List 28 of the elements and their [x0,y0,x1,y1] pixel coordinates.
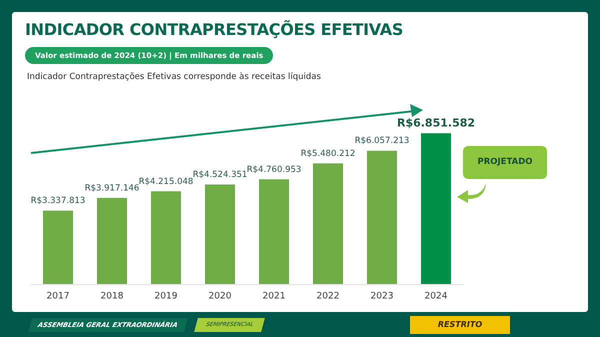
x-tick-label: 2019 [154,292,178,302]
chart-title: INDICADOR CONTRAPRESTAÇÕES EFETIVAS [25,20,404,39]
text: PROJETADO [463,146,547,179]
x-tick-label: 2022 [316,292,340,302]
data-label: R$4.760.953 [246,164,302,175]
x-tick-label: 2017 [46,292,70,302]
text: Indicador Contraprestações Efetivas corresponde às receitas líquidas [27,72,321,82]
x-tick-label: 2023 [370,292,394,302]
x-tick-label: 2024 [424,292,448,302]
data-label: R$3.337.813 [30,196,86,206]
x-tick-label: 2018 [100,292,124,302]
x-tick-label: 2021 [262,292,286,302]
data-label: R$5.480.212 [300,148,356,159]
data-label: R$6.057.213 [354,136,410,146]
text: RESTRITO [410,316,510,334]
bar [43,210,73,284]
data-label: R$4.215.048 [138,176,194,187]
data-label: R$4.524.351 [192,170,248,180]
bar [97,198,127,284]
bar [205,184,235,284]
x-tick-label: 2020 [208,292,232,302]
bar [151,191,181,284]
bar [421,133,451,284]
data-label: R$6.851.582 [396,116,476,130]
bar [313,163,343,284]
bar [367,150,397,284]
bar [259,179,289,284]
data-label: R$3.917.146 [84,183,140,194]
